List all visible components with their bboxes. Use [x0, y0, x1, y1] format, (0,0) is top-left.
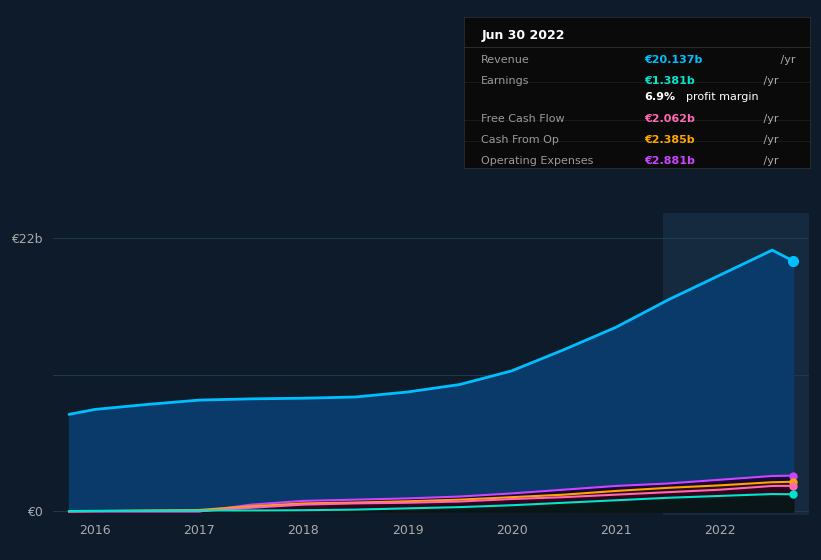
- Text: €1.381b: €1.381b: [644, 76, 695, 86]
- Bar: [663, 213, 809, 515]
- Text: Cash From Op: Cash From Op: [481, 135, 559, 144]
- Text: €2.881b: €2.881b: [644, 156, 695, 166]
- Text: profit margin: profit margin: [686, 92, 759, 102]
- Text: 6.9%: 6.9%: [644, 92, 675, 102]
- Text: €20.137b: €20.137b: [644, 55, 703, 64]
- Text: /yr: /yr: [777, 55, 796, 64]
- Text: Jun 30 2022: Jun 30 2022: [481, 29, 565, 42]
- Text: Free Cash Flow: Free Cash Flow: [481, 114, 565, 124]
- Text: Earnings: Earnings: [481, 76, 530, 86]
- Text: Revenue: Revenue: [481, 55, 530, 64]
- Text: /yr: /yr: [760, 76, 779, 86]
- Text: €2.385b: €2.385b: [644, 135, 695, 144]
- Text: /yr: /yr: [760, 135, 779, 144]
- Text: €2.062b: €2.062b: [644, 114, 695, 124]
- Text: Operating Expenses: Operating Expenses: [481, 156, 594, 166]
- Text: /yr: /yr: [760, 114, 779, 124]
- Text: /yr: /yr: [760, 156, 779, 166]
